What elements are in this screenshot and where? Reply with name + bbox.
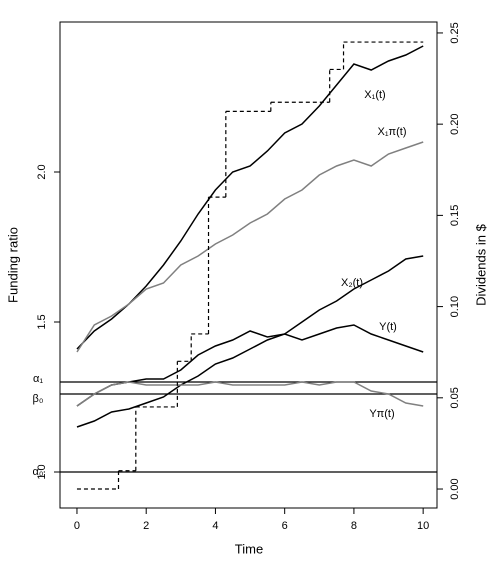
series-label: X₂(t) xyxy=(341,277,363,289)
y2-tick-label: 0.05 xyxy=(449,387,461,408)
reference-label: α₀ xyxy=(33,466,44,478)
series-label: Y(t) xyxy=(379,321,397,333)
y2-axis-label: Dividends in $ xyxy=(473,223,488,305)
plot-frame xyxy=(59,21,438,509)
reference-label: β₀ xyxy=(33,393,44,405)
y2-tick-label: 0.00 xyxy=(449,478,461,499)
reference-label: α₁ xyxy=(33,373,43,385)
y-tick-label: 2.0 xyxy=(36,164,48,179)
x-tick-label: 10 xyxy=(417,520,429,532)
x-tick-label: 2 xyxy=(143,520,149,532)
y-tick-label: 1.0 xyxy=(36,464,48,479)
x-tick-label: 8 xyxy=(351,520,357,532)
y-tick-label: 1.5 xyxy=(36,314,48,329)
x-axis-label: Time xyxy=(235,541,263,556)
y2-tick-label: 0.10 xyxy=(449,296,461,317)
x-tick-label: 0 xyxy=(74,520,80,532)
y2-tick-label: 0.25 xyxy=(449,22,461,43)
x-tick-label: 6 xyxy=(282,520,288,532)
y2-tick-label: 0.15 xyxy=(449,205,461,226)
series-line xyxy=(76,255,424,428)
series-line xyxy=(76,141,424,353)
y-axis-label: Funding ratio xyxy=(5,227,20,303)
series-line xyxy=(76,324,424,407)
y2-tick-label: 0.20 xyxy=(449,113,461,134)
series-line xyxy=(76,45,424,350)
series-label: Yπ(t) xyxy=(369,408,394,420)
series-label: X₁π(t) xyxy=(377,126,406,138)
x-tick-label: 4 xyxy=(212,520,218,532)
series-label: X₁(t) xyxy=(364,89,385,101)
series-line xyxy=(76,381,424,407)
